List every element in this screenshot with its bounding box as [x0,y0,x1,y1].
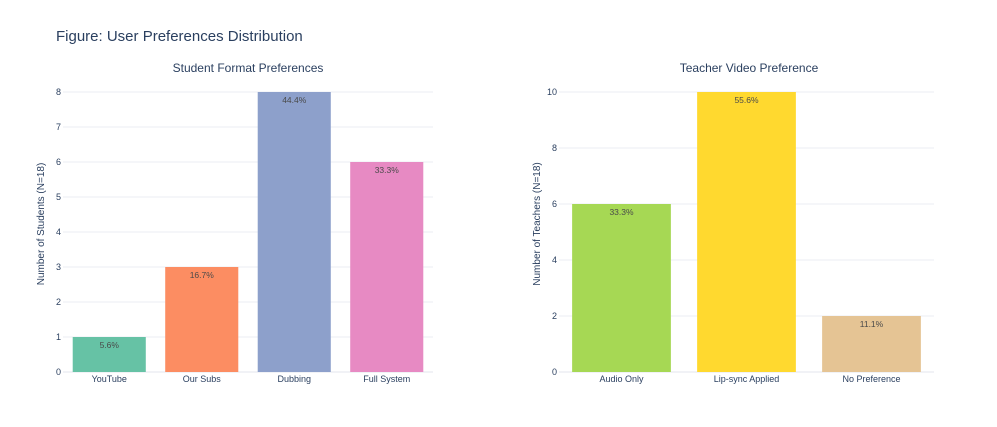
teacher-bar-1 [697,92,796,372]
student-y-tick-label: 1 [56,332,61,342]
student-y-tick-label: 5 [56,192,61,202]
teacher-bar-2 [822,316,921,372]
teacher-video-chart: Teacher Video Preference Number of Teach… [532,61,934,384]
student-y-tick-label: 2 [56,297,61,307]
student-bar-2 [257,92,331,372]
teacher-y-tick-label: 8 [552,143,557,153]
teacher-y-tick-label: 2 [552,311,557,321]
student-bar-label-3: 33.3% [375,165,400,175]
student-bar-label-0: 5.6% [100,340,120,350]
student-y-tick-label: 3 [56,262,61,272]
student-bar-1 [165,267,239,372]
figure-title: Figure: User Preferences Distribution [56,28,303,45]
student-y-axis-label: Number of Students (N=18) [36,163,47,286]
teacher-x-tick-label-1: Lip-sync Applied [714,374,780,384]
student-y-tick-label: 6 [56,157,61,167]
teacher-bar-0 [572,204,671,372]
student-y-tick-label: 0 [56,367,61,377]
teacher-y-axis-label: Number of Teachers (N=18) [532,162,543,285]
student-bar-label-2: 44.4% [282,95,307,105]
teacher-chart-title: Teacher Video Preference [680,61,819,75]
student-x-tick-label-0: YouTube [92,374,127,384]
student-x-tick-label-3: Full System [363,374,410,384]
student-x-tick-label-1: Our Subs [183,374,222,384]
student-y-tick-label: 4 [56,227,61,237]
teacher-x-tick-label-2: No Preference [842,374,900,384]
student-x-tick-label-2: Dubbing [277,374,311,384]
student-bar-3 [350,162,424,372]
teacher-x-tick-label-0: Audio Only [599,374,644,384]
teacher-y-tick-label: 6 [552,199,557,209]
teacher-y-tick-label: 0 [552,367,557,377]
teacher-bar-label-2: 11.1% [860,319,884,329]
student-chart-title: Student Format Preferences [173,61,324,75]
student-bar-label-1: 16.7% [190,270,215,280]
teacher-y-tick-label: 4 [552,255,557,265]
student-y-tick-label: 8 [56,87,61,97]
student-bar-0 [72,337,146,372]
teacher-bar-label-1: 55.6% [734,95,759,105]
student-y-tick-label: 7 [56,122,61,132]
student-format-chart: Student Format Preferences Number of Stu… [36,61,433,384]
teacher-bar-label-0: 33.3% [609,207,634,217]
teacher-y-tick-label: 10 [547,87,557,97]
